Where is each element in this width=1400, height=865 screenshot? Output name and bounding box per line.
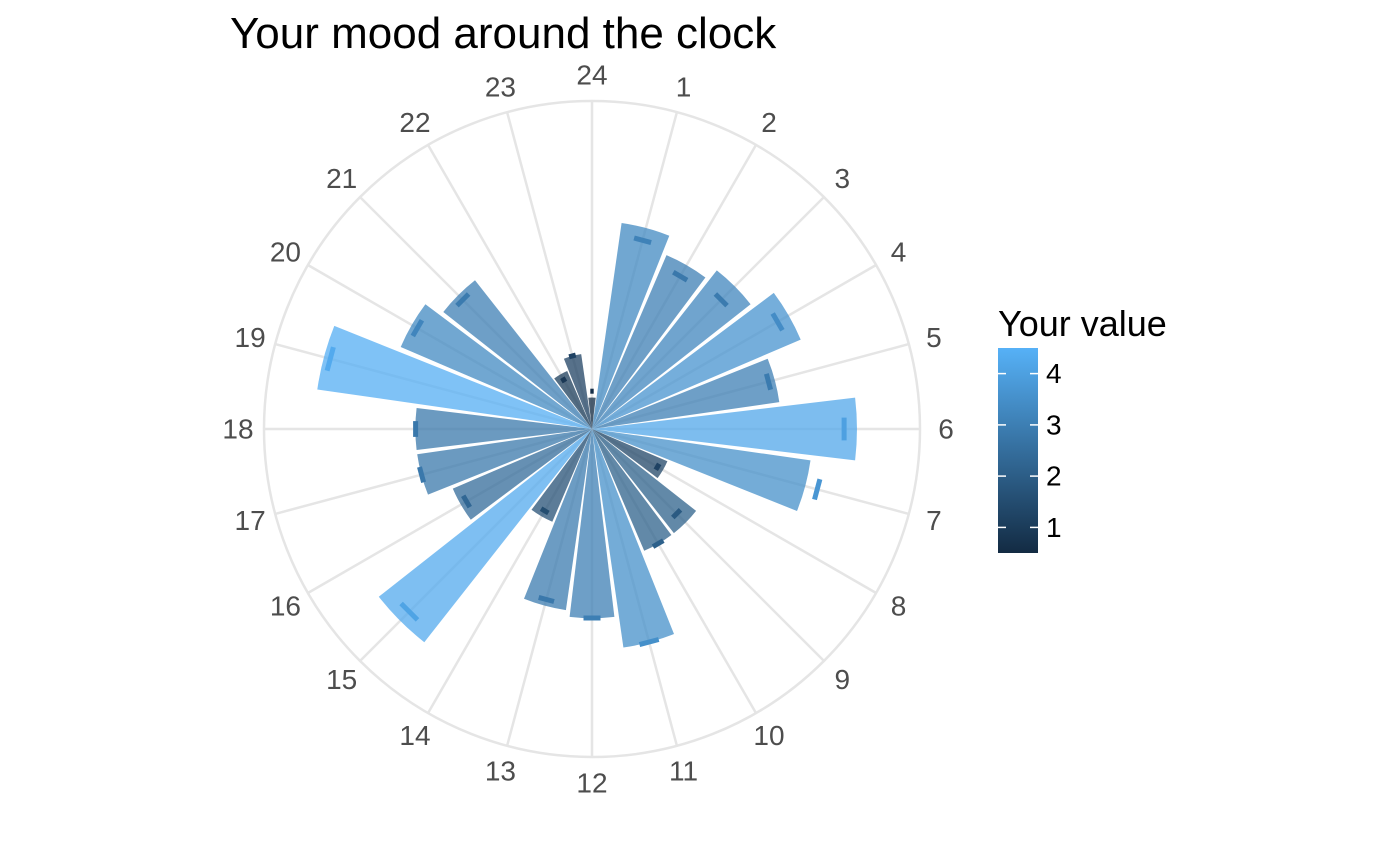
bar-hour-20 bbox=[400, 304, 592, 429]
bar-hour-10 bbox=[592, 429, 672, 551]
marker-hour-5 bbox=[763, 373, 774, 391]
bar-hour-4 bbox=[592, 292, 801, 429]
marker-hour-8 bbox=[653, 462, 662, 472]
bar-hour-1 bbox=[592, 223, 670, 429]
marker-hour-7 bbox=[812, 478, 823, 501]
bar-hour-12 bbox=[569, 429, 615, 619]
marker-hour-14 bbox=[539, 506, 550, 516]
legend: 1 2 3 4 bbox=[998, 348, 1062, 553]
bar-hour-8 bbox=[592, 429, 668, 479]
marker-hour-9 bbox=[671, 508, 683, 520]
hour-label-23: 23 bbox=[485, 72, 516, 103]
marker-hour-16 bbox=[461, 494, 472, 509]
marker-hour-20 bbox=[410, 319, 425, 338]
bar-hour-22 bbox=[554, 371, 592, 429]
hour-label-7: 7 bbox=[926, 505, 942, 536]
legend-tick-label: 4 bbox=[1046, 358, 1062, 389]
marker-hour-11 bbox=[638, 637, 660, 648]
bar-hour-19 bbox=[317, 325, 592, 429]
bar-hour-9 bbox=[592, 429, 697, 534]
legend-tick-label: 3 bbox=[1046, 409, 1062, 440]
legend-title: Your value bbox=[998, 303, 1167, 344]
marker-hour-19 bbox=[324, 346, 336, 372]
bar-hour-2 bbox=[592, 255, 706, 429]
bar-hour-6 bbox=[592, 397, 857, 461]
bar-hour-16 bbox=[452, 429, 592, 520]
value-markers bbox=[324, 235, 847, 648]
hour-label-11: 11 bbox=[669, 755, 698, 786]
bar-hour-13 bbox=[524, 429, 592, 611]
marker-hour-3 bbox=[713, 292, 729, 308]
marker-hour-1 bbox=[633, 235, 652, 246]
hour-label-19: 19 bbox=[235, 322, 266, 353]
hour-label-3: 3 bbox=[835, 163, 851, 194]
hour-label-1: 1 bbox=[676, 72, 692, 103]
hour-label-18: 18 bbox=[222, 414, 253, 445]
bar-hour-11 bbox=[592, 429, 674, 648]
legend-tick-label: 1 bbox=[1046, 512, 1062, 543]
marker-hour-10 bbox=[651, 538, 665, 549]
bar-hour-23 bbox=[563, 354, 592, 429]
legend-colorbar bbox=[998, 348, 1038, 553]
marker-hour-22 bbox=[560, 376, 568, 384]
bar-hour-24 bbox=[588, 397, 596, 429]
legend-tick-label: 2 bbox=[1046, 461, 1062, 492]
bar-hour-7 bbox=[592, 429, 811, 511]
bar-hour-14 bbox=[531, 429, 592, 522]
hour-label-10: 10 bbox=[753, 720, 784, 751]
bar-hour-18 bbox=[415, 408, 592, 450]
bar-hour-3 bbox=[592, 270, 751, 429]
marker-hour-13 bbox=[538, 594, 555, 604]
hour-label-5: 5 bbox=[926, 322, 942, 353]
marker-hour-15 bbox=[399, 601, 420, 622]
bar-hour-5 bbox=[592, 358, 780, 429]
hour-label-8: 8 bbox=[891, 591, 907, 622]
hour-label-2: 2 bbox=[761, 107, 777, 138]
bar-hour-17 bbox=[417, 429, 592, 495]
hour-label-22: 22 bbox=[399, 107, 430, 138]
marker-hour-2 bbox=[672, 270, 689, 283]
marker-hour-17 bbox=[417, 466, 427, 483]
hour-label-21: 21 bbox=[326, 163, 357, 194]
hour-label-15: 15 bbox=[326, 664, 357, 695]
marker-hour-4 bbox=[770, 312, 785, 332]
hour-label-17: 17 bbox=[235, 505, 266, 536]
hour-label-20: 20 bbox=[270, 237, 301, 268]
hour-label-16: 16 bbox=[270, 591, 301, 622]
hour-label-6: 6 bbox=[938, 414, 954, 445]
marker-hour-21 bbox=[455, 292, 471, 308]
hour-label-13: 13 bbox=[485, 755, 516, 786]
bar-hour-15 bbox=[378, 429, 592, 643]
hour-label-9: 9 bbox=[835, 664, 851, 695]
marker-hour-23 bbox=[568, 352, 577, 360]
hour-label-14: 14 bbox=[399, 720, 430, 751]
hour-label-12: 12 bbox=[576, 768, 607, 799]
bars bbox=[317, 223, 857, 648]
bar-hour-21 bbox=[443, 280, 592, 429]
chart-title: Your mood around the clock bbox=[230, 9, 777, 58]
hour-label-24: 24 bbox=[576, 60, 607, 91]
hour-label-4: 4 bbox=[891, 237, 907, 268]
